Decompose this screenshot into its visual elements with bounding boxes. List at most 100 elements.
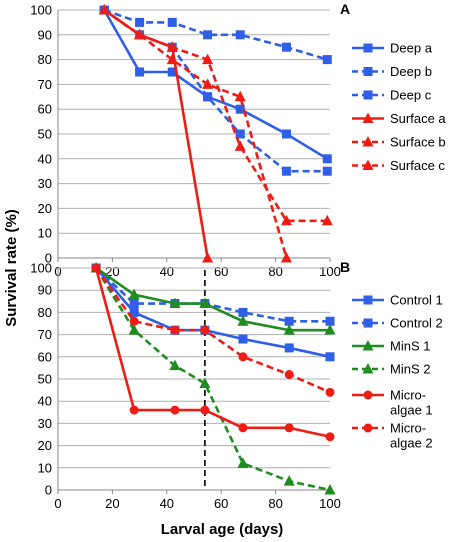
x-tick-label: 40 [160, 496, 174, 511]
legend-marker [362, 363, 374, 374]
y-tick-label: 0 [45, 483, 52, 498]
legend-marker [363, 423, 373, 433]
data-point [199, 377, 211, 388]
legend-marker [363, 390, 373, 400]
data-point [281, 166, 291, 176]
data-point [284, 370, 294, 380]
panel-label: A [340, 1, 350, 17]
data-point [202, 78, 214, 89]
data-point [200, 405, 210, 415]
data-point [134, 28, 146, 40]
series-surface-a [98, 4, 214, 263]
x-tick-label: 100 [319, 264, 341, 279]
y-axis-title: Survival rate (%) [3, 209, 20, 327]
legend-entry: Deep a [352, 41, 433, 56]
legend-label: Surface a [390, 111, 446, 126]
data-point [324, 324, 336, 335]
y-tick-label: 90 [38, 283, 52, 298]
y-tick-label: 50 [38, 127, 52, 142]
data-point [321, 214, 333, 226]
data-point [199, 297, 211, 309]
y-tick-label: 100 [30, 261, 52, 276]
legend-entry: Surface c [352, 158, 445, 173]
y-tick-label: 70 [38, 327, 52, 342]
legend-entry: MinS 2 [352, 362, 430, 377]
data-point [235, 30, 245, 40]
data-point [284, 343, 294, 353]
y-tick-label: 10 [38, 460, 52, 475]
y-tick-label: 40 [38, 394, 52, 409]
data-point [322, 55, 332, 65]
series-surface-b [98, 4, 292, 263]
data-point [170, 405, 180, 415]
legend-label: MinS 1 [390, 339, 430, 354]
legend-label: Control 2 [390, 316, 443, 331]
legend-marker [362, 340, 374, 351]
series-micro-algae-2 [91, 263, 335, 397]
legend-entry: Micro-algae 1 [352, 388, 433, 418]
x-tick-label: 80 [268, 496, 282, 511]
y-tick-label: 90 [38, 27, 52, 42]
y-tick-label: 20 [38, 201, 52, 216]
data-point [238, 307, 248, 317]
data-point [203, 30, 213, 40]
legend-marker [363, 90, 373, 100]
x-tick-label: 100 [319, 496, 341, 511]
legend-label: algae 1 [390, 403, 433, 418]
data-point [202, 53, 214, 65]
data-point [283, 475, 295, 486]
legend-entry: Surface a [352, 111, 446, 126]
legend-label: Deep c [390, 88, 432, 103]
legend-label: Deep a [390, 41, 433, 56]
legend-label: MinS 2 [390, 362, 430, 377]
data-point [129, 316, 139, 326]
data-point [135, 17, 145, 27]
legend-entry: Deep c [352, 88, 432, 103]
data-point [284, 423, 294, 433]
data-point [280, 214, 292, 226]
y-tick-label: 0 [45, 251, 52, 266]
data-point [167, 17, 177, 27]
legend-marker [363, 318, 373, 328]
data-point [166, 53, 178, 65]
data-point [325, 387, 335, 397]
legend-label: Surface b [390, 135, 446, 150]
x-tick-label: 0 [54, 496, 61, 511]
data-point [202, 252, 214, 263]
data-point [322, 166, 332, 176]
legend-label: Surface c [390, 158, 445, 173]
data-point [235, 104, 245, 114]
data-point [284, 316, 294, 326]
data-point [280, 252, 292, 263]
series-micro-algae-1 [91, 263, 335, 442]
legend-label: algae 2 [390, 436, 433, 451]
y-tick-label: 60 [38, 102, 52, 117]
series-line [103, 8, 328, 223]
data-point [322, 154, 332, 164]
legend-marker [362, 159, 374, 170]
legend-marker [362, 136, 374, 147]
legend-marker [363, 43, 373, 53]
data-point [167, 67, 177, 77]
data-point [237, 457, 249, 468]
series-mins-1 [90, 262, 336, 335]
data-point [325, 432, 335, 442]
data-point [325, 352, 335, 362]
data-point [234, 140, 246, 151]
x-tick-label: 80 [268, 264, 282, 279]
data-point [203, 92, 213, 102]
y-tick-label: 80 [38, 305, 52, 320]
data-point [281, 42, 291, 52]
legend-label: Micro- [390, 421, 426, 436]
y-tick-label: 60 [38, 349, 52, 364]
data-point [238, 334, 248, 344]
data-point [238, 352, 248, 362]
data-point [238, 423, 248, 433]
data-point [200, 325, 210, 335]
data-point [170, 325, 180, 335]
legend-entry: Micro-algae 2 [352, 421, 433, 451]
data-point [234, 90, 246, 102]
data-point [237, 315, 249, 326]
y-tick-label: 100 [30, 3, 52, 18]
